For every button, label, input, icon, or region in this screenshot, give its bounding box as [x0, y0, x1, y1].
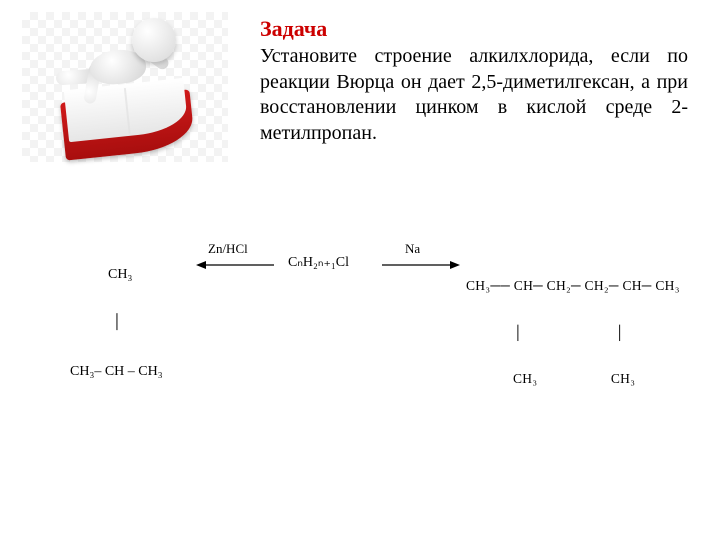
reagent-right-label: Na	[405, 242, 420, 257]
left-product: CH₃ │ CH₃– CH – CH₃	[70, 235, 163, 412]
reaction-scheme: CH₃ │ CH₃– CH – CH₃ Zn/HCl CₙH₂ₙ₊₁Cl Na …	[70, 225, 670, 315]
arrow-left-icon	[196, 259, 276, 271]
problem-statement: Установите строение алкилхлорида, если п…	[260, 44, 688, 146]
left-product-line2: │	[70, 315, 163, 331]
left-product-line1: CH₃	[70, 267, 163, 283]
reagent-left-label: Zn/HCl	[208, 242, 248, 257]
arrow-right-icon	[380, 259, 460, 271]
slide: Задача Установите строение алкилхлорида,…	[0, 0, 720, 540]
right-product-row1: CH₃── CH─ CH₂─ CH₂─ CH─ CH₃	[466, 278, 680, 294]
problem-block: Задача Установите строение алкилхлорида,…	[260, 16, 688, 146]
right-product: CH₃── CH─ CH₂─ CH₂─ CH─ CH₃ │ │ CH₃ CH₃	[466, 247, 680, 418]
left-product-line3: CH₃– CH – CH₃	[70, 364, 163, 380]
center-formula: CₙH₂ₙ₊₁Cl	[288, 255, 349, 271]
problem-heading: Задача	[260, 16, 688, 42]
right-product-row2: │ │	[466, 325, 680, 341]
right-product-row3: CH₃ CH₃	[466, 371, 680, 387]
figure-head	[132, 18, 176, 62]
